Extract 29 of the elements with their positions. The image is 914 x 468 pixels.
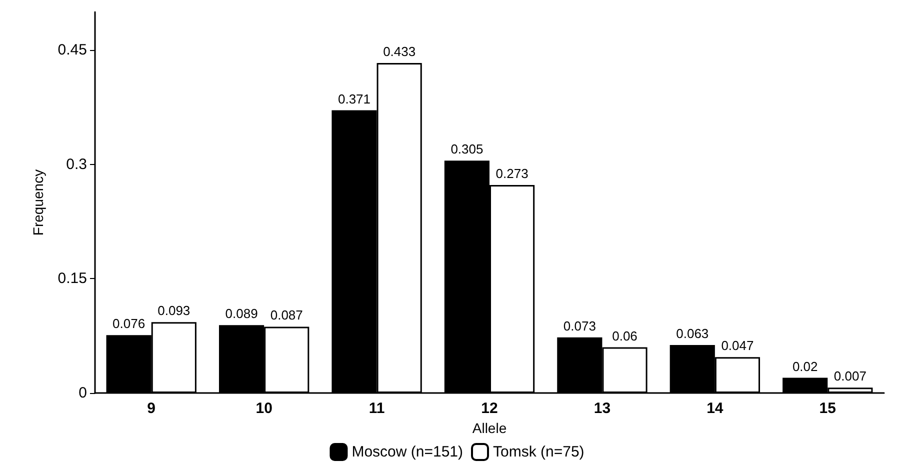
data-label: 0.06	[612, 328, 638, 344]
x-tick-label: 13	[594, 400, 611, 417]
legend-label: Tomsk (n=75)	[493, 444, 584, 460]
data-label: 0.305	[450, 142, 484, 157]
legend-label: Moscow (n=151)	[352, 444, 464, 460]
x-tick-label: 10	[256, 400, 272, 417]
x-axis-title: Allele	[472, 420, 507, 436]
data-label: 0.076	[112, 316, 146, 332]
x-tick-label: 9	[147, 400, 156, 417]
y-tick-label: 0.45	[58, 42, 87, 59]
data-label: 0.093	[158, 303, 190, 318]
data-label: 0.073	[563, 318, 596, 334]
y-tick-label: 0.3	[66, 156, 87, 173]
data-label: 0.433	[383, 44, 416, 60]
data-label: 0.371	[338, 91, 371, 106]
y-tick-label: 0.15	[58, 270, 87, 288]
data-label: 0.063	[676, 326, 709, 341]
x-tick-label: 11	[368, 400, 385, 417]
data-label: 0.273	[496, 166, 528, 181]
data-label: 0.007	[834, 368, 866, 384]
x-tick-label: 15	[819, 400, 836, 417]
y-axis-title: Frequency	[30, 169, 46, 236]
x-tick-label: 12	[481, 400, 498, 417]
data-label: 0.02	[792, 358, 818, 374]
data-label: 0.089	[225, 306, 258, 322]
x-tick-label: 14	[706, 400, 724, 417]
data-label: 0.047	[721, 338, 754, 354]
y-tick-label: 0	[78, 384, 87, 402]
data-label: 0.087	[270, 308, 303, 323]
